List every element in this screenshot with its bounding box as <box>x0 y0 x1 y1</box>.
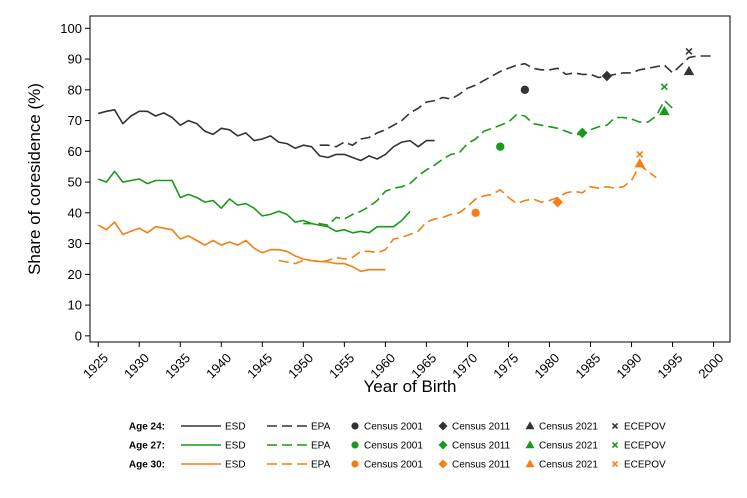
legend-key-census-2011 <box>438 440 448 450</box>
legend-label: Census 2021 <box>539 441 598 452</box>
marker-census-2011-age-30 <box>552 196 563 208</box>
legend-key-census-2021 <box>525 440 535 449</box>
y-tick-label: 80 <box>68 82 82 97</box>
marker-census-2021-age-30 <box>634 158 645 168</box>
x-tick-label: 1985 <box>572 350 603 381</box>
legend-label: Census 2021 <box>539 422 598 433</box>
x-tick-label: 1945 <box>244 350 275 381</box>
y-tick-label: 40 <box>68 205 82 220</box>
series-layer <box>97 55 714 273</box>
legend-label: EPA <box>311 441 331 452</box>
x-tick-label: 1955 <box>326 350 357 381</box>
y-tick-label: 30 <box>68 236 82 251</box>
series-line-age-24-epa <box>319 55 714 148</box>
legend-row-title: Age 24: <box>129 422 165 433</box>
legend-label: Census 2011 <box>452 422 511 433</box>
y-tick-label: 90 <box>68 52 82 67</box>
y-tick-label: 60 <box>68 144 82 159</box>
x-tick-label: 1940 <box>203 350 234 381</box>
legend-label: ESD <box>225 422 246 433</box>
legend-key-census-2021 <box>525 459 535 468</box>
legend-row-title: Age 27: <box>129 441 165 452</box>
legend-label: EPA <box>311 422 331 433</box>
legend-label: Census 2001 <box>364 422 423 433</box>
marker-ecepov-age-30 <box>636 150 644 158</box>
marker-census-2011-age-24 <box>601 70 613 82</box>
series-line-age-30-epa <box>278 164 657 265</box>
x-axis: 1925 1930 1935 1940 1945 1950 1955 1960 1965 1970… <box>80 342 726 381</box>
series-line-age-27-esd <box>97 170 411 234</box>
legend-row-title: Age 30: <box>129 460 165 471</box>
legend-label: Census 2001 <box>364 460 423 471</box>
marker-census-2001-age-30 <box>471 208 480 218</box>
x-axis-title: Year of Birth <box>364 377 457 396</box>
x-tick-label: 1930 <box>121 350 152 381</box>
legend-key-census-2011 <box>438 459 448 469</box>
legend-label: EPA <box>311 460 331 471</box>
y-axis: 0 10 20 30 40 50 60 70 80 90 100 <box>60 21 90 343</box>
y-tick-label: 0 <box>75 328 82 343</box>
x-tick-label: 1935 <box>162 350 193 381</box>
x-tick-label: 1950 <box>285 350 316 381</box>
legend-label: ECEPOV <box>624 460 666 471</box>
x-tick-label: 1980 <box>531 350 562 381</box>
legend-label: Census 2001 <box>364 441 423 452</box>
marker-census-2001-age-27 <box>496 142 505 151</box>
legend-label: Census 2011 <box>452 441 511 452</box>
series-line-age-27-epa <box>303 99 674 226</box>
legend-key-census-2001 <box>351 422 359 430</box>
y-tick-label: 20 <box>68 267 82 282</box>
legend: Age 24: ESD EPA Census 2001 Census 2011 Censu… <box>129 421 666 471</box>
x-tick-label: 2000 <box>695 350 726 381</box>
y-tick-label: 70 <box>68 113 82 128</box>
marker-ecepov-age-27 <box>660 83 668 91</box>
legend-key-census-2001 <box>351 460 359 468</box>
legend-key-ecepov <box>611 460 619 468</box>
legend-key-ecepov <box>611 422 619 430</box>
legend-label: ECEPOV <box>624 422 666 433</box>
plot-area <box>89 15 731 343</box>
series-line-age-30-esd <box>97 221 386 273</box>
y-tick-label: 10 <box>68 298 82 313</box>
legend-key-ecepov <box>611 441 619 449</box>
marker-ecepov-age-24 <box>685 47 693 55</box>
points-layer <box>471 47 695 218</box>
x-tick-label: 1995 <box>654 350 685 381</box>
marker-census-2021-age-24 <box>683 65 695 76</box>
marker-census-2021-age-27 <box>659 105 670 116</box>
marker-census-2001-age-24 <box>520 85 530 95</box>
marker-census-2011-age-27 <box>577 127 588 139</box>
legend-label: ESD <box>225 460 246 471</box>
x-tick-label: 1990 <box>613 350 644 381</box>
legend-label: ECEPOV <box>624 441 666 452</box>
series-line-age-24-esd <box>97 109 435 162</box>
y-axis-title: Share of coresidence (%) <box>25 83 44 275</box>
legend-key-census-2021 <box>525 421 535 430</box>
x-tick-label: 1925 <box>80 350 111 381</box>
legend-label: Census 2011 <box>452 460 511 471</box>
y-tick-label: 50 <box>68 175 82 190</box>
legend-label: Census 2021 <box>539 460 598 471</box>
plot-frame <box>89 15 731 343</box>
legend-label: ESD <box>225 441 246 452</box>
y-tick-label: 100 <box>60 21 82 36</box>
legend-key-census-2011 <box>438 421 448 431</box>
x-tick-label: 1975 <box>490 350 521 381</box>
legend-key-census-2001 <box>351 441 359 449</box>
